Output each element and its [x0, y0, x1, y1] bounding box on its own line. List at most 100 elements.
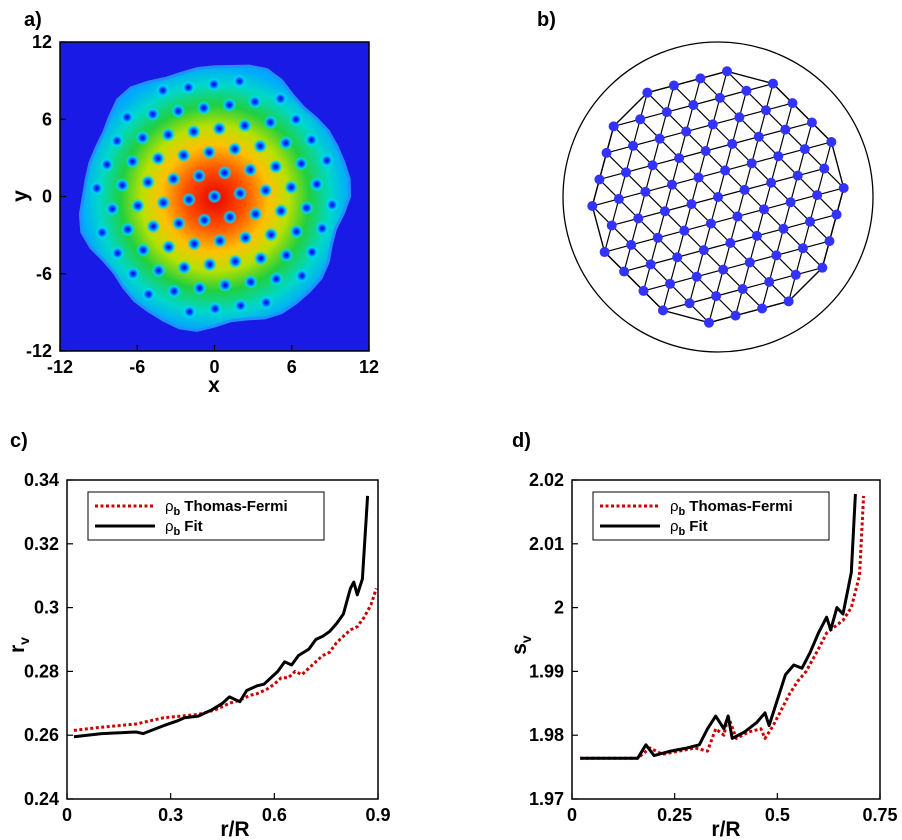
- y-tick-label: 0.24: [24, 789, 59, 809]
- vortex-node: [751, 230, 762, 241]
- vortex-core: [309, 177, 324, 192]
- vortex-core: [115, 178, 130, 193]
- vortex-core: [227, 142, 242, 157]
- vortex-core: [263, 227, 279, 242]
- vortex-node: [806, 117, 817, 128]
- vortex-core: [206, 77, 222, 92]
- vortex-core: [140, 174, 155, 190]
- x-tick-label: 0.3: [158, 805, 183, 825]
- vortex-node: [783, 296, 794, 307]
- vortex-core: [279, 248, 294, 263]
- y-tick-label: 1.99: [529, 661, 564, 681]
- vortex-node: [681, 126, 692, 137]
- vortex-core: [120, 222, 135, 237]
- panel-c: 0 0.3 0.6 0.9 0.24 0.26 0.28 0.3 0.32 0.34 ρb Thom…: [6, 470, 391, 840]
- legend-symbol: ρ: [165, 498, 174, 515]
- vortex-core: [253, 251, 268, 266]
- vortex-node: [620, 167, 631, 178]
- legend-symbol: ρ: [670, 518, 679, 535]
- vortex-node: [640, 186, 651, 197]
- panel-d-legend: ρb Thomas-Fermi ρb Fit: [592, 491, 830, 541]
- vortex-core: [150, 151, 166, 166]
- y-tick-label: 0.34: [24, 470, 59, 490]
- vortex-node: [768, 78, 779, 89]
- y-tick-label: 12: [32, 32, 52, 52]
- vortex-core: [109, 133, 125, 148]
- vortex-core: [218, 277, 233, 293]
- vortex-node: [725, 238, 736, 249]
- vortex-node: [778, 223, 789, 234]
- panel-a-xlabel: x: [208, 374, 220, 397]
- vortex-node: [757, 303, 768, 314]
- vortex-core: [145, 107, 160, 122]
- vortex-node: [686, 199, 697, 210]
- vortex-node: [838, 182, 849, 193]
- vortex-node: [787, 98, 798, 109]
- vortex-core: [202, 257, 217, 272]
- vortex-core: [222, 210, 238, 225]
- vortex-node: [668, 80, 679, 91]
- vortex-node: [703, 317, 714, 328]
- y-tick-label: 6: [42, 109, 52, 129]
- vortex-core: [238, 230, 253, 245]
- condensate-boundary-circle: [562, 41, 874, 353]
- vortex-core: [325, 197, 340, 212]
- vortex-core: [161, 127, 176, 142]
- x-tick-label: -12: [47, 357, 73, 377]
- vortex-core: [182, 304, 197, 319]
- vortex-node: [601, 147, 612, 158]
- lattice-nodes: [587, 66, 849, 328]
- vortex-node: [635, 114, 646, 125]
- vortex-node: [727, 138, 738, 149]
- ylabel-main: s: [508, 643, 531, 655]
- vortex-node: [695, 73, 706, 84]
- vortex-core: [228, 254, 243, 269]
- vortex-core: [232, 74, 247, 89]
- panel-c-lines: [73, 495, 378, 739]
- vortex-core: [141, 287, 156, 302]
- x-tick-label: 0.9: [365, 805, 390, 825]
- x-tick-label: 12: [359, 357, 379, 377]
- vortex-node: [587, 201, 598, 212]
- vortex-core: [273, 91, 288, 106]
- vortex-node: [645, 259, 656, 270]
- vortex-core: [155, 83, 170, 98]
- series-line-thomas-fermi: [73, 588, 378, 732]
- legend-label-thomas-fermi: ρb Thomas-Fermi: [165, 498, 288, 518]
- panel-d-lines: [580, 493, 866, 760]
- vortex-node: [619, 266, 630, 277]
- legend-symbol: ρ: [670, 498, 679, 515]
- vortex-core: [171, 103, 186, 119]
- vortex-node: [679, 225, 690, 236]
- vortex-node: [700, 145, 711, 156]
- vortex-node: [737, 284, 748, 295]
- vortex-node: [657, 305, 668, 316]
- vortex-core: [171, 216, 186, 231]
- vortex-node: [766, 177, 777, 188]
- y-tick-label: 0.26: [24, 725, 59, 745]
- vortex-node: [792, 170, 803, 181]
- vortex-core: [89, 181, 104, 196]
- panel-c-xlabel: r/R: [220, 818, 249, 840]
- vortex-node: [831, 209, 842, 220]
- vortex-node: [672, 252, 683, 263]
- vortex-node: [760, 105, 771, 116]
- vortex-node: [661, 107, 672, 118]
- panel-c-frame: [66, 479, 379, 800]
- vortex-core: [274, 203, 289, 219]
- vortex-node: [817, 262, 828, 273]
- vortex-node: [805, 216, 816, 227]
- panel-a: -12-12 -6 -6 0 0 6 6 12 12 x y: [9, 32, 379, 397]
- vortex-core: [294, 156, 309, 171]
- vortex-node: [812, 190, 823, 201]
- vortex-node: [705, 218, 716, 229]
- legend-text: Thomas-Fermi: [184, 498, 287, 515]
- y-tick-label: 0.3: [34, 598, 59, 618]
- panel-a-ylabel: y: [9, 190, 32, 202]
- vortex-core: [110, 246, 125, 261]
- y-tick-label: 0.28: [24, 661, 59, 681]
- vortex-core: [176, 148, 191, 163]
- vortex-node: [720, 165, 731, 176]
- vortex-node: [713, 192, 723, 202]
